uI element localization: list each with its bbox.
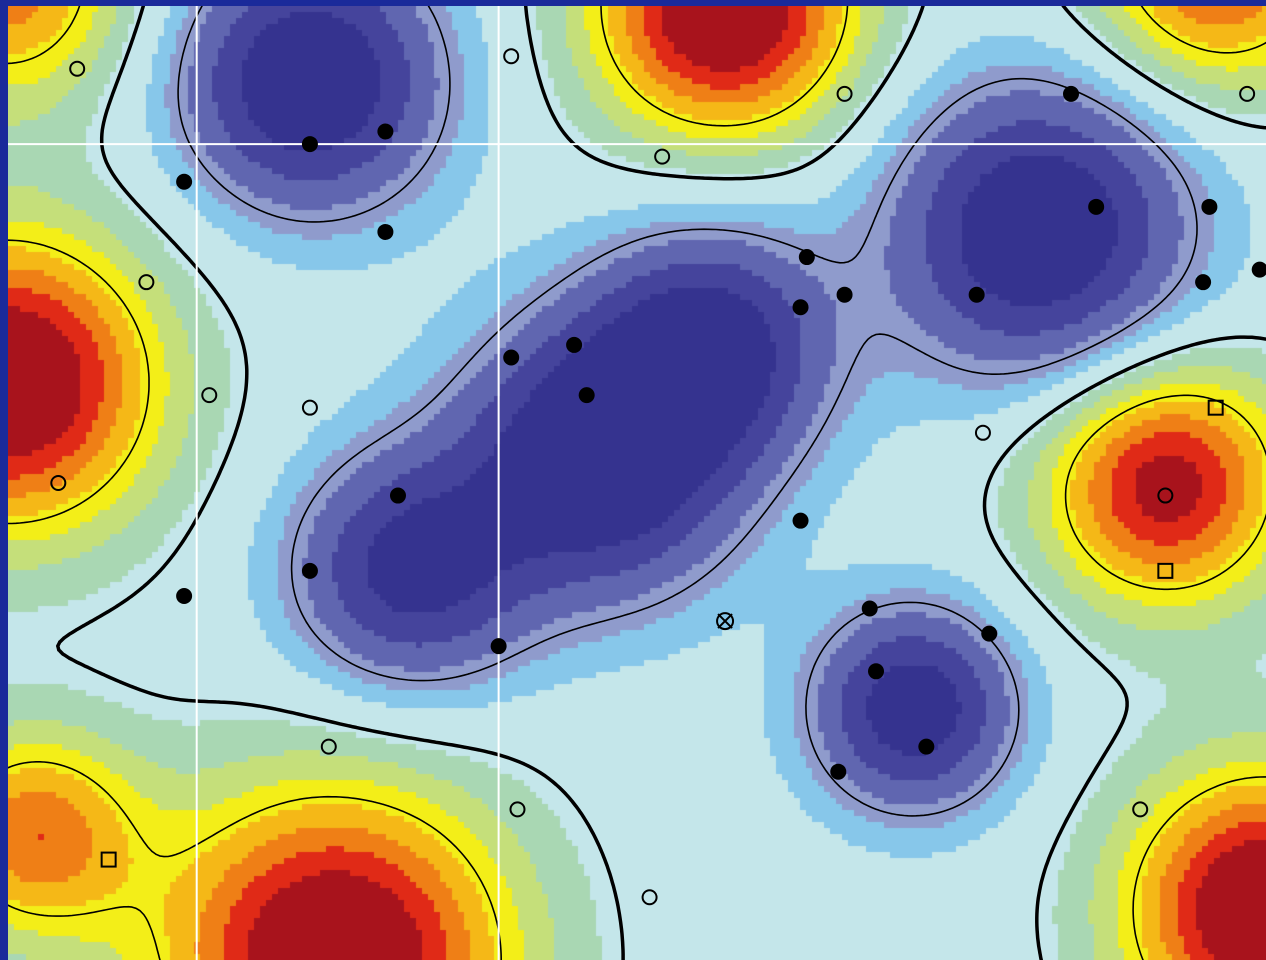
open-circle-marker-13	[1132, 801, 1149, 818]
filled-circle-marker-1	[377, 123, 394, 140]
filled-circle-marker-3	[377, 223, 394, 240]
filled-circle-marker-25	[830, 763, 847, 780]
filled-circle-marker-7	[389, 487, 406, 504]
open-circle-marker-7	[301, 399, 318, 416]
filled-circle-marker-6	[578, 387, 595, 404]
filled-circle-marker-9	[301, 562, 318, 579]
open-circle-marker-11	[509, 801, 526, 818]
open-circle-marker-2	[836, 85, 853, 102]
filled-circle-marker-16	[1088, 198, 1105, 215]
open-circle-marker-14	[1157, 487, 1174, 504]
filled-circle-marker-12	[798, 249, 815, 266]
open-circle-marker-8	[50, 475, 67, 491]
open-circle-marker-3	[654, 148, 671, 165]
crossed-circle-marker-0	[716, 612, 735, 631]
filled-circle-marker-5	[566, 336, 583, 353]
open-circle-marker-9	[974, 424, 991, 441]
filled-circle-marker-13	[836, 286, 853, 303]
open-circle-marker-1	[503, 48, 520, 65]
filled-circle-marker-4	[503, 349, 520, 366]
open-square-marker-0	[1207, 399, 1224, 416]
contour-line-upper	[8, 6, 1266, 960]
open-circle-marker-12	[641, 889, 658, 906]
filled-circle-marker-10	[490, 638, 507, 655]
filled-circle-marker-2	[176, 173, 193, 190]
contour-overlay	[8, 6, 1266, 960]
open-circle-marker-0	[69, 60, 86, 77]
open-circle-marker-4	[1239, 85, 1256, 102]
filled-circle-marker-17	[1201, 198, 1218, 215]
contour-line-lower	[177, 6, 1198, 817]
filled-circle-marker-21	[861, 600, 878, 617]
filled-circle-marker-24	[918, 738, 935, 755]
filled-circle-marker-11	[792, 299, 809, 316]
open-square-marker-2	[100, 851, 117, 868]
filled-circle-marker-0	[301, 136, 318, 153]
filled-circle-marker-19	[1195, 274, 1212, 291]
filled-circle-marker-23	[981, 625, 998, 642]
open-circle-marker-5	[138, 274, 155, 291]
contour-map	[8, 6, 1266, 960]
data-markers	[50, 48, 1266, 906]
open-circle-marker-6	[201, 387, 218, 404]
contour-lines	[8, 6, 1266, 960]
filled-circle-marker-18	[1251, 261, 1266, 278]
guide-lines	[8, 6, 1266, 960]
filled-circle-marker-20	[792, 512, 809, 529]
open-square-marker-1	[1157, 562, 1174, 579]
filled-circle-marker-14	[968, 286, 985, 303]
filled-circle-marker-15	[1063, 85, 1080, 102]
filled-circle-marker-22	[868, 663, 885, 680]
open-circle-marker-10	[320, 738, 337, 755]
filled-circle-marker-8	[176, 587, 193, 604]
